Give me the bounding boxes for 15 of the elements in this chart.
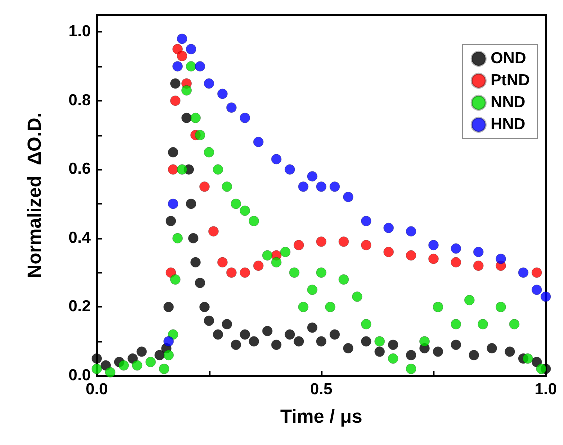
- y-tick-label: 0.6: [68, 161, 92, 178]
- y-tick-label: 0.0: [68, 368, 92, 384]
- y-tick-label: 0.2: [68, 298, 92, 316]
- legend-label: HND: [490, 116, 526, 134]
- x-tick-label: 0.0: [86, 382, 108, 398]
- y-tick-label: 0.8: [68, 92, 92, 110]
- x-axis-title: Time / μs: [280, 407, 363, 428]
- y-tick-label: 1.0: [68, 24, 92, 41]
- legend-label: PtND: [490, 72, 530, 90]
- y-axis-title: Normalized ΔO.D.: [25, 112, 46, 278]
- legend-label: OND: [490, 50, 526, 68]
- y-tick-label: 0.4: [68, 230, 92, 247]
- x-tick-label: 1.0: [534, 382, 558, 398]
- legend-label: NND: [490, 94, 526, 112]
- x-tick-label: 0.5: [310, 382, 333, 398]
